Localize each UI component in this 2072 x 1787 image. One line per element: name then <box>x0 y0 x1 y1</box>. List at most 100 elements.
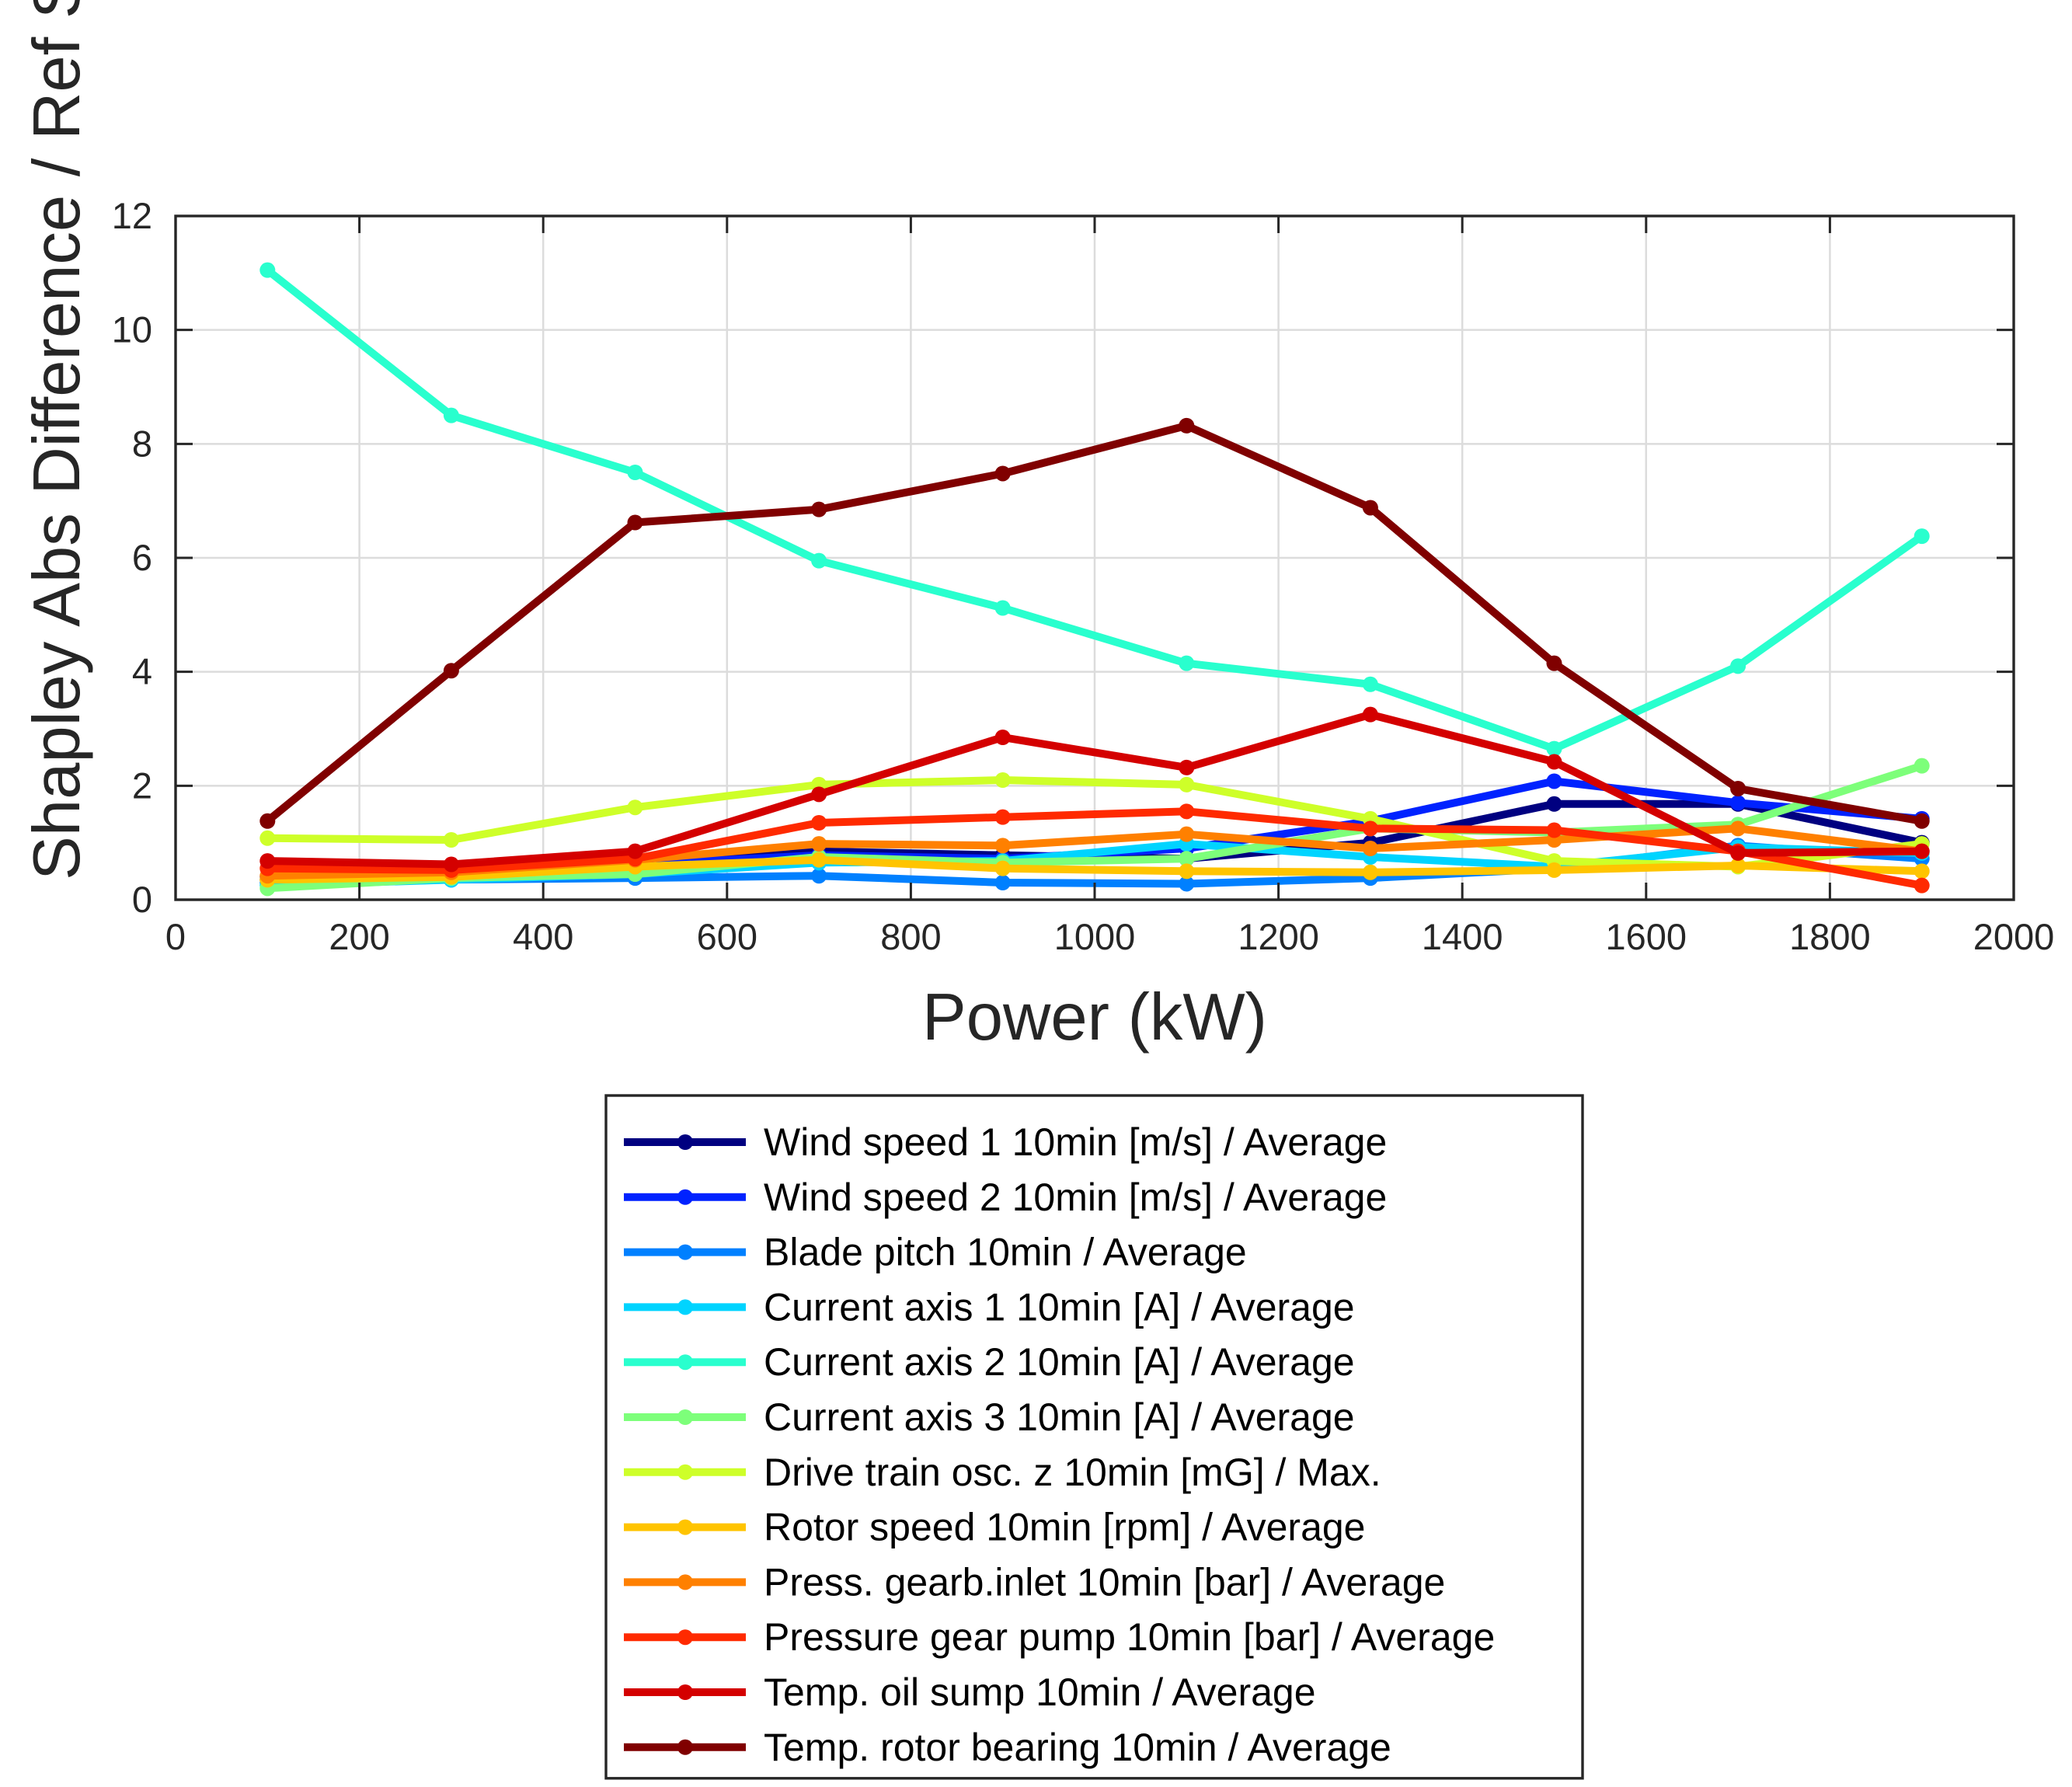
x-tick-label: 800 <box>880 916 941 957</box>
data-point <box>1179 876 1195 892</box>
data-point <box>1730 795 1746 811</box>
data-point <box>1362 706 1378 723</box>
data-point <box>1546 740 1562 757</box>
data-point <box>994 600 1011 616</box>
data-point <box>627 514 643 531</box>
data-point <box>259 813 276 829</box>
data-point <box>1546 862 1562 878</box>
y-tick-label: 12 <box>112 195 152 236</box>
legend-item: Pressure gear pump 10min [bar] / Average <box>624 1615 1495 1659</box>
legend-swatch-marker <box>677 1739 693 1755</box>
data-point <box>811 552 827 569</box>
y-tick-label: 2 <box>132 765 152 806</box>
legend: Wind speed 1 10min [m/s] / Average Wind s… <box>604 1094 1584 1780</box>
data-point <box>627 799 643 816</box>
series-line <box>263 807 1926 890</box>
data-point <box>259 853 276 869</box>
data-point <box>1730 658 1746 674</box>
legend-label: Current axis 2 10min [A] / Average <box>764 1340 1355 1384</box>
data-point <box>259 262 276 278</box>
x-tick-label: 600 <box>697 916 757 957</box>
x-axis-title: Power (kW) <box>922 981 1267 1054</box>
legend-swatch-marker <box>677 1189 693 1205</box>
legend-label: Blade pitch 10min / Average <box>764 1231 1247 1274</box>
legend-item: Press. gearb.inlet 10min [bar] / Average <box>624 1560 1445 1604</box>
data-point <box>627 465 643 480</box>
data-point <box>1546 754 1562 770</box>
data-point <box>811 501 827 517</box>
legend-item: Current axis 2 10min [A] / Average <box>624 1340 1355 1384</box>
legend-item: Rotor speed 10min [rpm] / Average <box>624 1506 1366 1549</box>
x-tick-label: 1800 <box>1789 916 1871 957</box>
legend-label: Drive train osc. z 10min [mG] / Max. <box>764 1451 1381 1494</box>
legend-label: Wind speed 2 10min [m/s] / Average <box>764 1176 1387 1219</box>
legend-swatch-marker <box>677 1354 693 1371</box>
legend-item: Wind speed 2 10min [m/s] / Average <box>624 1176 1387 1219</box>
data-point <box>1730 781 1746 796</box>
legend-label: Temp. rotor bearing 10min / Average <box>764 1726 1391 1769</box>
legend-item: Drive train osc. z 10min [mG] / Max. <box>624 1451 1381 1494</box>
data-point <box>1179 803 1195 820</box>
data-point <box>1914 843 1930 859</box>
data-point <box>1179 863 1195 880</box>
data-point <box>994 860 1011 876</box>
x-tick-label: 1600 <box>1606 916 1687 957</box>
data-point <box>1362 676 1378 692</box>
legend-item: Temp. oil sump 10min / Average <box>624 1670 1316 1714</box>
legend-label: Rotor speed 10min [rpm] / Average <box>764 1506 1366 1549</box>
data-point <box>1179 417 1195 434</box>
data-point <box>1362 500 1378 516</box>
data-point <box>1914 528 1930 545</box>
data-point <box>994 838 1011 854</box>
legend-label: Temp. oil sump 10min / Average <box>764 1670 1316 1714</box>
series-12 <box>259 417 1930 829</box>
legend-label: Pressure gear pump 10min [bar] / Average <box>764 1615 1495 1659</box>
series-line <box>263 710 1926 869</box>
data-point <box>1730 820 1746 837</box>
series-line <box>263 421 1926 825</box>
data-point <box>1362 841 1378 856</box>
data-point <box>811 836 827 852</box>
data-point <box>994 809 1011 825</box>
legend-swatch-marker <box>677 1409 693 1425</box>
series-11 <box>259 706 1930 873</box>
data-point <box>1914 877 1930 894</box>
x-tick-label: 2000 <box>1973 916 2055 957</box>
axis-ticks: 0 200 400 600 800 1000 1200 1400 1600 1800 2000 0 2 4… <box>112 195 2055 957</box>
data-point <box>994 772 1011 788</box>
data-point <box>1914 863 1930 880</box>
y-tick-label: 4 <box>132 651 152 692</box>
data-point <box>811 852 827 868</box>
data-point <box>811 786 827 803</box>
data-point <box>1179 851 1195 867</box>
data-point <box>1546 822 1562 838</box>
grid <box>176 216 2014 900</box>
data-point <box>443 856 459 873</box>
legend-item: Current axis 1 10min [A] / Average <box>624 1285 1355 1329</box>
series-layer <box>259 262 1930 897</box>
legend-swatch-marker <box>677 1574 693 1590</box>
legend-label: Current axis 1 10min [A] / Average <box>764 1285 1355 1329</box>
data-point <box>1914 758 1930 774</box>
data-point <box>811 868 827 884</box>
legend-label: Current axis 3 10min [A] / Average <box>764 1395 1355 1439</box>
legend-swatch-marker <box>677 1684 693 1700</box>
data-point <box>443 663 459 679</box>
x-tick-label: 200 <box>329 916 389 957</box>
series-line <box>263 855 1926 884</box>
legend-label: Wind speed 1 10min [m/s] / Average <box>764 1120 1387 1164</box>
series-line <box>263 776 1926 871</box>
x-tick-label: 1200 <box>1238 916 1319 957</box>
y-tick-label: 6 <box>132 537 152 578</box>
x-tick-label: 0 <box>165 916 186 957</box>
data-point <box>1362 864 1378 880</box>
series-line <box>263 761 1926 893</box>
legend-box <box>604 1094 1584 1780</box>
data-point <box>443 832 459 848</box>
data-point <box>1546 655 1562 671</box>
data-point <box>1730 845 1746 861</box>
data-point <box>1179 655 1195 671</box>
x-tick-label: 400 <box>513 916 573 957</box>
series-line <box>263 266 1926 753</box>
